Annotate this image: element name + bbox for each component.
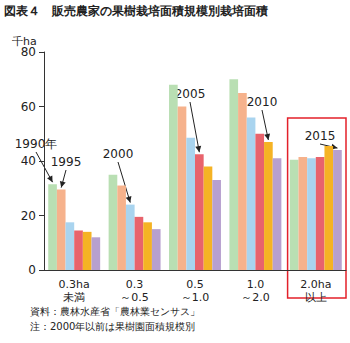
svg-text:0.3: 0.3 [126, 278, 144, 291]
svg-text:～1.0: ～1.0 [181, 291, 210, 304]
svg-text:2015: 2015 [305, 129, 336, 143]
svg-text:千ha: 千ha [12, 35, 37, 48]
svg-text:～2.0: ～2.0 [241, 291, 270, 304]
svg-text:1990年: 1990年 [15, 137, 58, 151]
svg-text:40: 40 [21, 154, 36, 168]
svg-text:図表４ 販売農家の果樹栽培面積規模別栽培面積: 図表４ 販売農家の果樹栽培面積規模別栽培面積 [4, 4, 268, 18]
svg-text:2000: 2000 [103, 147, 134, 161]
svg-text:注：2000年以前は果樹園面積規模別: 注：2000年以前は果樹園面積規模別 [30, 321, 195, 332]
svg-text:1.0: 1.0 [247, 278, 265, 291]
svg-text:～0.5: ～0.5 [120, 291, 149, 304]
svg-text:0: 0 [28, 263, 36, 277]
svg-text:2005: 2005 [175, 87, 206, 101]
svg-text:80: 80 [21, 45, 36, 59]
svg-text:以上: 以上 [305, 291, 327, 304]
svg-text:未満: 未満 [63, 291, 85, 304]
svg-text:1995: 1995 [51, 155, 82, 169]
svg-text:資料：農林水産省「農林業センサス」: 資料：農林水産省「農林業センサス」 [30, 306, 200, 317]
svg-text:2.0ha: 2.0ha [300, 278, 331, 291]
svg-text:20: 20 [21, 209, 36, 223]
svg-text:0.5: 0.5 [186, 278, 204, 291]
svg-text:2010: 2010 [247, 95, 278, 109]
svg-text:60: 60 [21, 100, 36, 114]
svg-text:0.3ha: 0.3ha [59, 278, 90, 291]
